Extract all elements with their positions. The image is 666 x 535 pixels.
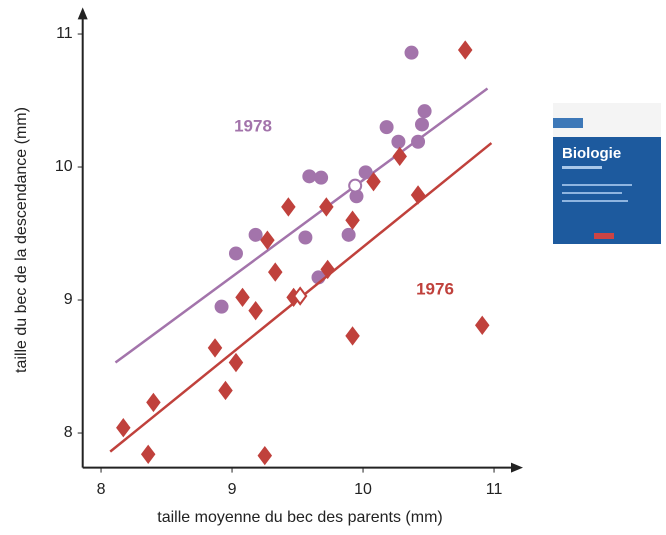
point xyxy=(142,446,154,462)
cover-line xyxy=(562,192,622,194)
point xyxy=(209,340,221,356)
fit-line xyxy=(115,89,487,363)
x-axis-arrow xyxy=(511,463,523,473)
point xyxy=(147,394,159,410)
point xyxy=(320,199,332,215)
point xyxy=(360,166,372,178)
x-tick-label: 9 xyxy=(228,481,237,498)
cover-logo xyxy=(594,233,614,239)
y-tick-label: 8 xyxy=(64,424,73,441)
series-label: 1976 xyxy=(416,279,454,298)
cover-line xyxy=(562,166,602,169)
y-axis-arrow xyxy=(78,7,88,19)
cover-tag xyxy=(553,118,583,128)
point xyxy=(406,47,418,59)
point xyxy=(282,199,294,215)
chart: taille moyenne du bec des parents (mm) t… xyxy=(0,0,666,530)
point xyxy=(416,118,428,130)
series-label: 1978 xyxy=(234,116,272,135)
point xyxy=(315,172,327,184)
point xyxy=(476,317,488,333)
point xyxy=(250,229,262,241)
y-tick-label: 9 xyxy=(64,291,73,308)
x-tick-label: 11 xyxy=(486,481,503,498)
point xyxy=(347,212,359,228)
point xyxy=(117,420,129,436)
point xyxy=(349,180,361,192)
cover-line xyxy=(562,200,628,202)
book-title: Biologie xyxy=(562,145,621,162)
point xyxy=(230,355,242,371)
y-tick-label: 11 xyxy=(56,25,73,42)
cover-line xyxy=(562,184,632,186)
point xyxy=(419,105,431,117)
point xyxy=(343,229,355,241)
point xyxy=(381,121,393,133)
x-tick-label: 8 xyxy=(97,481,106,498)
point xyxy=(392,136,404,148)
point xyxy=(412,136,424,148)
point xyxy=(230,247,242,259)
point xyxy=(303,170,315,182)
y-axis-label: taille du bec de la descendance (mm) xyxy=(13,107,30,373)
point xyxy=(259,448,271,464)
y-tick-label: 10 xyxy=(55,158,73,175)
x-axis-label: taille moyenne du bec des parents (mm) xyxy=(157,509,442,526)
point xyxy=(216,301,228,313)
point xyxy=(250,303,262,319)
point xyxy=(269,264,281,280)
point xyxy=(219,382,231,398)
x-tick-label: 10 xyxy=(354,481,372,498)
book-cover: Biologie xyxy=(553,103,661,244)
point xyxy=(237,289,249,305)
point xyxy=(299,232,311,244)
point xyxy=(347,328,359,344)
point xyxy=(261,232,273,248)
point xyxy=(459,42,471,58)
